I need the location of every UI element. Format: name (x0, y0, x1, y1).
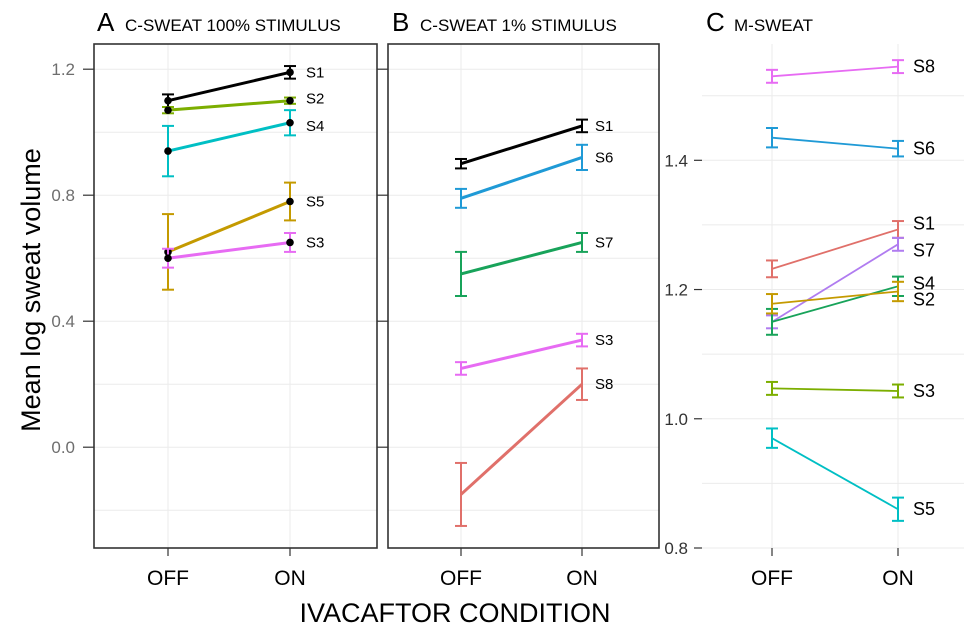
series-label: S7 (913, 240, 935, 260)
series-label: S5 (913, 499, 935, 519)
series-line (460, 240, 583, 276)
series-line (167, 99, 291, 112)
data-point (286, 96, 294, 105)
series-line (771, 437, 899, 511)
plot-background (94, 44, 377, 548)
series-line (460, 338, 583, 370)
series-label: S1 (595, 118, 613, 135)
series-label: S6 (913, 139, 935, 159)
series-line (460, 124, 583, 166)
y-tick-label: 0.8 (51, 186, 75, 205)
series-line (771, 65, 899, 78)
y-tick-label: 0.8 (664, 539, 688, 558)
data-point (286, 68, 294, 77)
panel-B: B C-SWEAT 1% STIMULUS OFF ON S1 S6 S7 S3 S8 (377, 7, 660, 590)
series-S1: S1 (455, 118, 613, 170)
series-S4: S4 (766, 273, 935, 336)
series-label: S3 (595, 332, 613, 349)
series-label: S8 (913, 57, 935, 77)
series-S1: S1 (162, 64, 324, 108)
series-S3: S3 (162, 232, 324, 269)
series-S5: S5 (162, 181, 324, 291)
series-line (459, 383, 584, 496)
data-point (164, 106, 172, 114)
series-label: S6 (595, 149, 613, 166)
data-point (286, 238, 294, 247)
plot-background (702, 44, 964, 548)
series-label: S1 (306, 64, 324, 81)
series-line (771, 243, 899, 323)
panel-letter: A (97, 7, 115, 37)
series-line (771, 285, 899, 323)
series-S8: S8 (766, 57, 935, 84)
y-tick-label: 1.2 (664, 281, 688, 300)
series-S6: S6 (455, 143, 613, 209)
plot-frame (93, 43, 378, 549)
series-label: S7 (595, 234, 613, 251)
series-label: S2 (913, 289, 935, 309)
series-label: S3 (913, 381, 935, 401)
y-tick-label: 1.2 (51, 60, 75, 79)
y-tick-label: 1.4 (664, 151, 688, 170)
series-label: S3 (306, 234, 324, 251)
series-label: S8 (595, 376, 613, 393)
panel-title: M-SWEAT (734, 16, 813, 35)
series-S3: S3 (766, 380, 935, 401)
series-line (167, 240, 291, 260)
series-label: S4 (913, 273, 935, 293)
x-tick-label: ON (566, 567, 598, 590)
plot-background (388, 44, 659, 548)
series-line (460, 155, 583, 200)
y-tick-label: 0.4 (51, 312, 75, 331)
series-line (771, 136, 899, 150)
series-S4: S4 (162, 109, 324, 178)
x-tick-label: ON (274, 567, 306, 590)
series-label: S5 (306, 194, 324, 211)
panel-letter: C (706, 7, 725, 37)
y-tick-label: 1.0 (664, 410, 688, 429)
series-line (771, 387, 899, 392)
series-S1: S1 (766, 213, 935, 279)
series-line (167, 70, 291, 103)
panel-letter: B (392, 7, 409, 37)
series-S2: S2 (162, 91, 324, 115)
series-line (771, 290, 899, 305)
series-line (167, 121, 291, 153)
panel-A: A C-SWEAT 100% STIMULUS 0.0 0.4 0.8 1.2 OFF ON S… (51, 7, 378, 590)
data-point (286, 118, 294, 127)
data-point (164, 147, 172, 155)
series-S2: S2 (766, 280, 935, 315)
plot-frame (387, 43, 660, 549)
series-S5: S5 (766, 427, 935, 522)
series-S3: S3 (455, 332, 613, 376)
x-tick-label: OFF (147, 567, 189, 590)
data-point (286, 197, 294, 206)
panel-title: C-SWEAT 1% STIMULUS (420, 16, 617, 35)
series-label: S4 (306, 118, 324, 135)
series-line (771, 228, 899, 270)
data-point (164, 254, 172, 262)
x-tick-label: OFF (440, 567, 482, 590)
series-line (167, 200, 291, 254)
series-label: S1 (913, 213, 935, 233)
x-tick-label: OFF (751, 567, 793, 590)
x-axis-label: IVACAFTOR CONDITION (299, 598, 610, 628)
y-tick-label: 0.0 (51, 438, 75, 457)
data-point (164, 96, 172, 105)
series-label: S2 (306, 91, 324, 108)
series-S7: S7 (455, 232, 613, 297)
series-S6: S6 (766, 127, 935, 159)
panel-title: C-SWEAT 100% STIMULUS (125, 16, 341, 35)
series-S8: S8 (455, 367, 613, 527)
x-tick-label: ON (882, 567, 914, 590)
y-axis-label: Mean log sweat volume (16, 148, 46, 432)
